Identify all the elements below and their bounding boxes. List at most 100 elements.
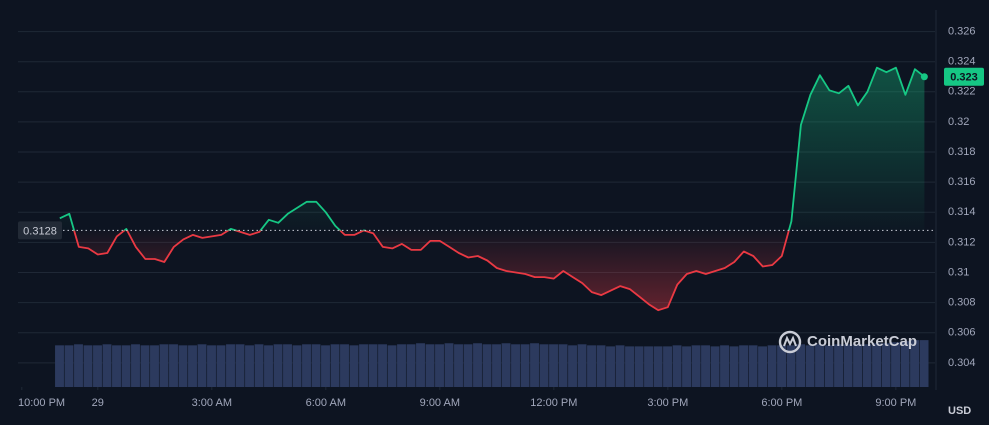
volume-bar: [102, 344, 112, 387]
volume-bar: [235, 344, 245, 387]
x-tick-label: 6:00 AM: [306, 397, 346, 409]
volume-bar: [349, 345, 359, 387]
volume-bar: [824, 345, 834, 387]
volume-bar: [549, 344, 558, 387]
volume-bar: [245, 345, 254, 387]
y-tick-label: 0.326: [948, 25, 976, 37]
volume-bar: [910, 340, 920, 387]
last-point: [920, 73, 928, 81]
volume-bar: [321, 345, 330, 387]
volume-bar: [663, 346, 672, 387]
reference-label: 0.3128: [23, 225, 57, 237]
price-badge-label: 0.323: [950, 72, 978, 84]
volume-bar: [615, 345, 625, 387]
volume-bar: [805, 345, 815, 387]
volume-bar: [340, 344, 349, 387]
y-tick-label: 0.308: [948, 297, 976, 309]
watermark: CoinMarketCap: [807, 333, 917, 350]
volume-bar: [758, 346, 767, 387]
y-tick-label: 0.304: [948, 357, 976, 369]
volume-bar: [729, 346, 739, 387]
y-tick-label: 0.324: [948, 56, 976, 68]
volume-bar: [634, 346, 644, 387]
y-tick-label: 0.306: [948, 327, 976, 339]
volume-bar: [463, 344, 473, 387]
volume-bar: [435, 344, 444, 387]
x-tick-label: 10:00 PM: [18, 397, 65, 409]
volume-bar: [720, 345, 729, 387]
volume-bar: [207, 345, 216, 387]
volume-bar: [454, 344, 463, 387]
y-tick-label: 0.318: [948, 146, 976, 158]
volume-bar: [672, 345, 682, 387]
volume-bar: [55, 345, 64, 387]
volume-bar: [815, 344, 825, 387]
volume-bar: [606, 346, 615, 387]
volume-bar: [577, 344, 587, 387]
volume-bar: [682, 346, 691, 387]
volume-bar: [387, 345, 397, 387]
volume-bar: [710, 346, 720, 387]
x-tick-label: 9:00 PM: [875, 397, 916, 409]
volume-bar: [159, 344, 169, 387]
volume-bar: [254, 344, 264, 387]
volume-bar: [292, 345, 302, 387]
volume-bar: [900, 341, 910, 387]
price-line: [59, 66, 925, 312]
volume-bar: [530, 343, 539, 387]
volume-bar: [311, 344, 321, 387]
x-tick-label: 3:00 PM: [647, 397, 688, 409]
volume-bar: [653, 346, 663, 387]
volume-bar: [587, 345, 596, 387]
volume-bar: [796, 344, 806, 387]
volume-bar: [919, 340, 929, 387]
volume-bar: [178, 345, 188, 387]
volume-bar: [501, 343, 511, 387]
volume-bar: [539, 344, 549, 387]
volume-bar: [368, 344, 378, 387]
volume-bar: [169, 344, 178, 387]
volume-bar: [843, 344, 853, 387]
y-tick-label: 0.32: [948, 116, 969, 128]
volume-bar: [691, 345, 701, 387]
volume-bar: [872, 343, 882, 387]
volume-bar: [216, 345, 226, 387]
volume-bar: [473, 343, 482, 387]
volume-bar: [188, 345, 197, 387]
volume-bar: [425, 344, 435, 387]
volume-bar: [74, 344, 83, 387]
volume-bar: [131, 344, 140, 387]
volume-bar: [625, 346, 634, 387]
x-tick-label: 12:00 PM: [530, 397, 577, 409]
volume-bar: [777, 345, 787, 387]
volume-bar: [444, 343, 454, 387]
volume-bar: [596, 345, 606, 387]
volume-bar: [150, 345, 159, 387]
volume-bar: [197, 344, 207, 387]
volume-bar: [140, 345, 150, 387]
volume-bar: [226, 344, 235, 387]
volume-bar: [748, 345, 758, 387]
volume-bar: [786, 345, 796, 387]
volume-bar: [112, 345, 121, 387]
watermark-logo: [778, 330, 802, 354]
volume-bar: [302, 344, 311, 387]
volume-bar: [862, 344, 872, 387]
volume-bar: [767, 345, 777, 387]
volume-bar: [283, 344, 292, 387]
volume-bar: [330, 344, 340, 387]
volume-bar: [881, 343, 891, 387]
volume-bar: [558, 344, 568, 387]
currency-label: USD: [948, 405, 971, 417]
volume-bar: [397, 344, 406, 387]
volume-bar: [378, 344, 387, 387]
y-tick-label: 0.312: [948, 236, 976, 248]
volume-bar: [273, 344, 283, 387]
volume-bar: [834, 344, 844, 387]
volume-bar: [568, 345, 577, 387]
volume-bar: [121, 345, 131, 387]
x-tick-label: 9:00 AM: [420, 397, 460, 409]
volume-bar: [492, 344, 501, 387]
